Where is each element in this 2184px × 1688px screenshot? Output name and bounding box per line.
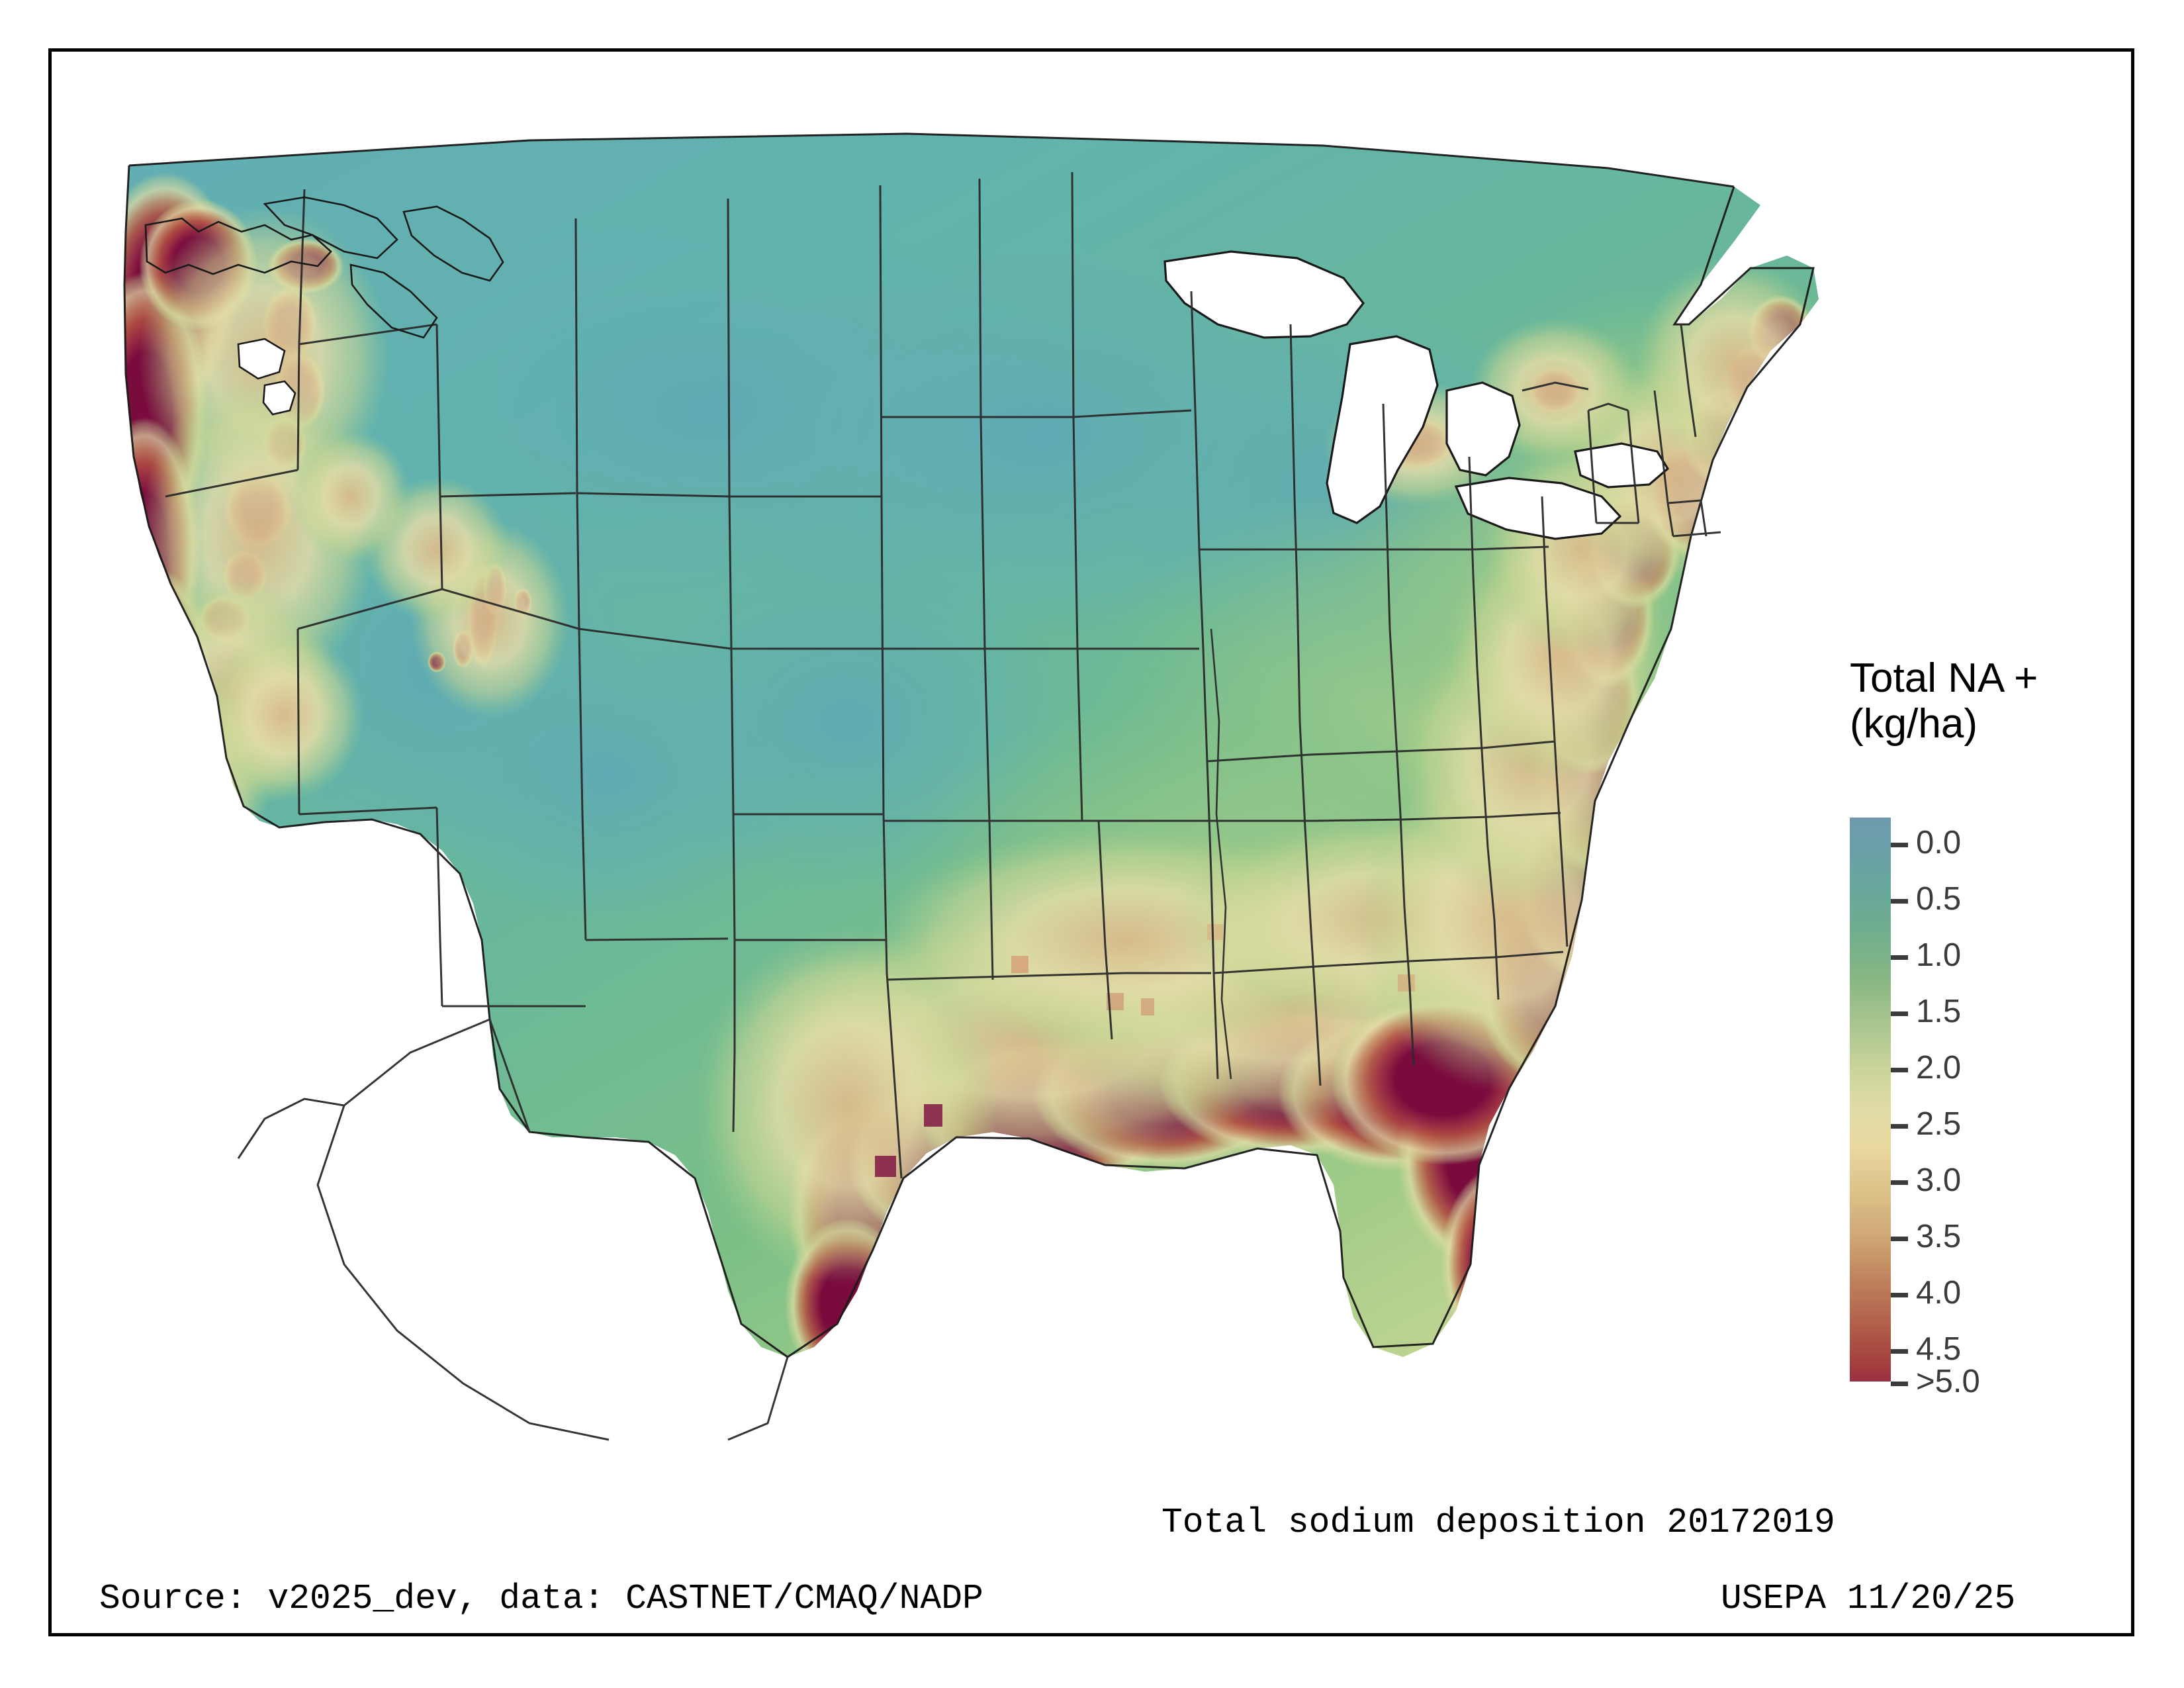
colorbar-label-7: 3.5 [1916, 1219, 1962, 1254]
colorbar-tick-2 [1891, 955, 1908, 960]
puget-sound [237, 338, 296, 416]
colorbar-label-3: 1.5 [1916, 994, 1962, 1029]
agency-note: USEPA 11/20/25 [1721, 1579, 2016, 1618]
colorbar-tick-4 [1891, 1068, 1908, 1072]
colorbar-gradient[interactable] [1850, 818, 1891, 1382]
colorbar-tick-8 [1891, 1293, 1908, 1297]
colorbar-label-0: 0.0 [1916, 825, 1962, 861]
colorbar-tick-10 [1891, 1382, 1908, 1386]
great-lakes [1163, 250, 1670, 540]
colorbar-label-2: 1.0 [1916, 937, 1962, 973]
colorbar-label-8: 4.0 [1916, 1275, 1962, 1311]
colorbar-title: Total NA + (kg/ha) [1850, 655, 2134, 747]
colorbar-label-4: 2.0 [1916, 1050, 1962, 1086]
colorbar-tick-5 [1891, 1124, 1908, 1129]
colorbar-tick-0 [1891, 843, 1908, 847]
deposition-map [66, 126, 1866, 1443]
colorbar-title-line2: (kg/ha) [1850, 701, 1978, 747]
map-plot-area [66, 126, 1866, 1443]
colorbar-tick-7 [1891, 1237, 1908, 1241]
colorbar-title-line1: Total NA + [1850, 655, 2038, 701]
source-note: Source: v2025_dev, data: CASTNET/CMAQ/NA… [99, 1579, 983, 1618]
colorbar-tick-9 [1891, 1349, 1908, 1354]
colorbar-tick-1 [1891, 899, 1908, 904]
colorbar-label-1: 0.5 [1916, 881, 1962, 917]
colorbar-label-9: 4.5 [1916, 1331, 1962, 1367]
colorbar-tick-3 [1891, 1011, 1908, 1016]
colorbar-label-5: 2.5 [1916, 1106, 1962, 1142]
colorbar-tick-6 [1891, 1180, 1908, 1185]
colorbar-label-10: >5.0 [1916, 1364, 1980, 1399]
state-boundaries [123, 132, 1815, 1441]
colorbar[interactable]: 0.0 0.5 1.0 1.5 2.0 2.5 3.0 3.5 4.0 4.5 … [1850, 791, 2128, 1407]
canada-coastline [144, 196, 504, 339]
map-subtitle: Total sodium deposition 20172019 [1161, 1503, 1835, 1542]
colorbar-label-6: 3.0 [1916, 1162, 1962, 1198]
